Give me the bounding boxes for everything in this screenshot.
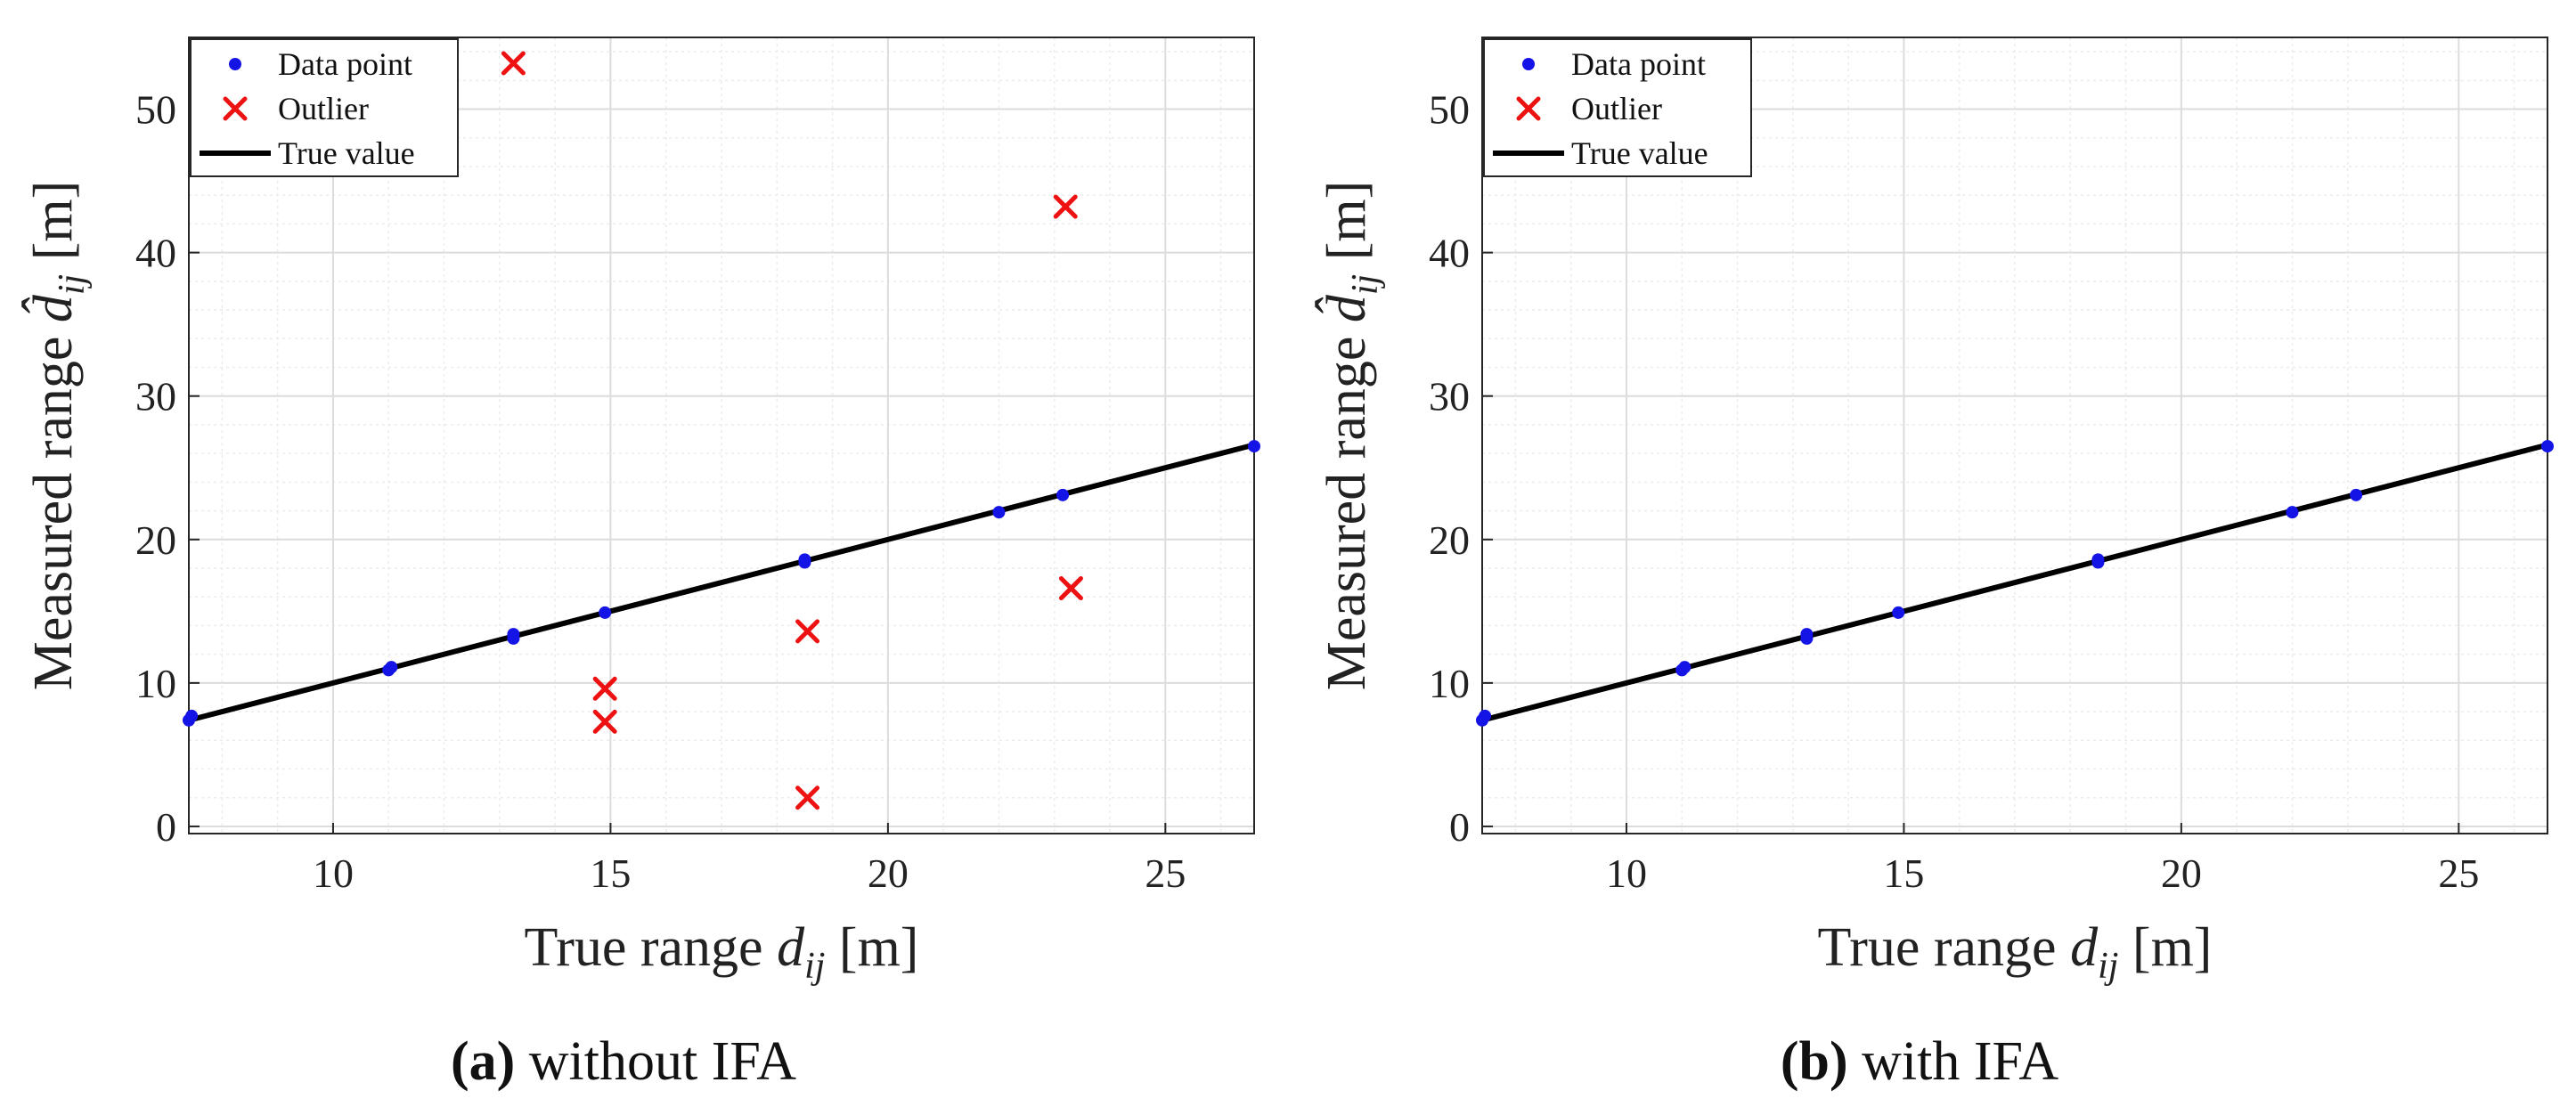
x-axis-label-sub: ij bbox=[2098, 946, 2118, 987]
data-point bbox=[385, 661, 398, 674]
y-axis-label-unit: [m] bbox=[23, 181, 84, 274]
x-tick-label: 10 bbox=[313, 850, 354, 896]
legend-outlier-marker bbox=[1516, 96, 1541, 121]
y-axis-label: Measured range d̂ij [m] bbox=[21, 181, 93, 691]
axes-box bbox=[188, 37, 1255, 834]
y-axis-label-sub: ij bbox=[52, 274, 93, 295]
legend-outlier-label: Outlier bbox=[278, 91, 369, 126]
panel-caption: (a) without IFA bbox=[451, 1031, 796, 1092]
x-axis-label: True range dij [m] bbox=[525, 917, 919, 987]
x-axis-label: True range dij [m] bbox=[1818, 917, 2213, 987]
y-axis-label-main: Measured range bbox=[1317, 322, 1377, 690]
x-axis-label-main: True range bbox=[525, 917, 778, 978]
legend: Data point Outlier True value bbox=[1483, 38, 1752, 177]
legend-outlier-label: Outlier bbox=[1571, 91, 1662, 126]
outlier-point bbox=[795, 619, 820, 644]
x-tick-label: 15 bbox=[590, 850, 631, 896]
outlier-point bbox=[501, 51, 526, 76]
x-axis-label-main: True range bbox=[1818, 917, 2071, 978]
panel-caption-text: without IFA bbox=[515, 1031, 796, 1092]
legend-data-point-marker bbox=[1522, 58, 1535, 70]
data-point bbox=[1678, 661, 1692, 674]
axes-box bbox=[1481, 37, 2548, 834]
data-point bbox=[507, 628, 520, 641]
true-value-line bbox=[1481, 442, 2548, 723]
y-tick-label: 50 bbox=[135, 87, 176, 133]
data-point bbox=[1248, 440, 1260, 453]
outlier-point bbox=[1053, 194, 1078, 219]
y-axis-label-sub: ij bbox=[1345, 274, 1386, 295]
data-point bbox=[798, 553, 811, 566]
data-point bbox=[1892, 606, 1905, 619]
x-axis-label-var: d bbox=[777, 917, 805, 978]
y-axis-label: Measured range d̂ij [m] bbox=[1315, 181, 1386, 691]
data-point bbox=[2286, 506, 2299, 519]
x-tick-label: 20 bbox=[868, 850, 909, 896]
outlier-point bbox=[795, 785, 820, 810]
y-tick-label: 10 bbox=[1429, 661, 1470, 706]
data-point bbox=[185, 709, 199, 722]
data-point bbox=[2541, 440, 2554, 453]
outlier-point bbox=[592, 676, 617, 701]
data-point bbox=[1479, 709, 1492, 722]
x-axis-label-var: d bbox=[2070, 917, 2099, 978]
x-tick-label: 10 bbox=[1606, 850, 1647, 896]
panel-b: 10 15 20 25 0 10 20 30 40 50 Data point Outlier True… bbox=[1315, 37, 2554, 1092]
legend: Data point Outlier True value bbox=[190, 38, 459, 177]
panel-caption-label: (a) bbox=[451, 1031, 515, 1092]
x-axis-label-sub: ij bbox=[804, 946, 825, 987]
panel-a: 10 15 20 25 0 10 20 30 40 50 Data point Outlier True… bbox=[21, 37, 1260, 1092]
x-tick-label: 15 bbox=[1883, 850, 1924, 896]
legend-true-value-label: True value bbox=[1571, 135, 1708, 171]
true-value-line bbox=[188, 442, 1255, 723]
y-tick-label: 0 bbox=[1449, 804, 1470, 850]
panel-caption-label: (b) bbox=[1781, 1031, 1848, 1092]
grid bbox=[1482, 37, 2547, 834]
data-point bbox=[2091, 553, 2105, 566]
y-tick-label: 20 bbox=[1429, 517, 1470, 563]
y-tick-label: 30 bbox=[1429, 374, 1470, 419]
outlier-point bbox=[1058, 576, 1083, 601]
x-axis-label-unit: [m] bbox=[825, 917, 918, 978]
outlier-point bbox=[592, 709, 617, 734]
x-axis-label-unit: [m] bbox=[2118, 917, 2212, 978]
y-tick-label: 40 bbox=[135, 231, 176, 276]
y-axis-label-main: Measured range bbox=[23, 322, 84, 690]
data-point bbox=[1800, 628, 1814, 641]
y-axis-label-var: d̂ bbox=[21, 294, 84, 322]
legend-data-point-label: Data point bbox=[278, 46, 412, 82]
x-tick-label: 25 bbox=[1145, 850, 1186, 896]
data-point bbox=[1056, 488, 1070, 501]
y-tick-label: 30 bbox=[135, 374, 176, 419]
y-tick-label: 0 bbox=[156, 804, 176, 850]
x-tick-label: 20 bbox=[2161, 850, 2202, 896]
panel-caption: (b) with IFA bbox=[1781, 1031, 2059, 1092]
y-tick-label: 10 bbox=[135, 661, 176, 706]
y-tick-label: 50 bbox=[1429, 87, 1470, 133]
legend-true-value-label: True value bbox=[278, 135, 415, 171]
legend-data-point-marker bbox=[229, 58, 241, 70]
y-axis-label-unit: [m] bbox=[1317, 181, 1377, 274]
data-point bbox=[2350, 488, 2363, 501]
y-tick-label: 40 bbox=[1429, 231, 1470, 276]
x-tick-label: 25 bbox=[2438, 850, 2479, 896]
panel-caption-text: with IFA bbox=[1848, 1031, 2059, 1092]
y-axis-label-var: d̂ bbox=[1315, 294, 1377, 322]
data-point bbox=[599, 606, 612, 619]
y-tick-label: 20 bbox=[135, 517, 176, 563]
data-point bbox=[992, 506, 1006, 519]
legend-data-point-label: Data point bbox=[1571, 46, 1706, 82]
legend-outlier-marker bbox=[223, 96, 248, 121]
